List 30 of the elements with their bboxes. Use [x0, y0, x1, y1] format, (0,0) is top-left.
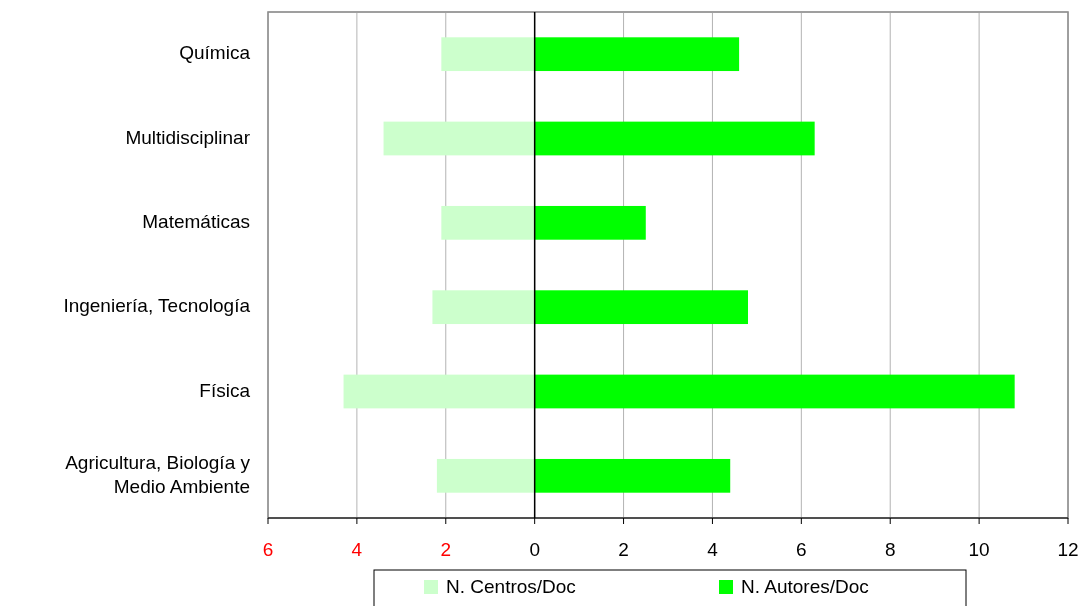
bar	[432, 290, 535, 325]
bar	[534, 374, 1015, 409]
legend-label: N. Autores/Doc	[741, 576, 869, 597]
y-tick-label: Ingeniería, Tecnología	[63, 295, 251, 317]
bar	[436, 458, 535, 493]
y-tick-label: Multidisciplinar	[125, 126, 251, 148]
x-tick-label: 10	[968, 539, 990, 560]
bar	[534, 205, 646, 240]
bar	[343, 374, 535, 409]
x-tick-label: 0	[529, 539, 540, 560]
y-tick-label: Física	[199, 379, 251, 401]
bar	[534, 121, 815, 156]
x-tick-label: 4	[707, 539, 719, 560]
x-tick-label: 2	[440, 539, 452, 560]
y-tick-label: Agricultura, Biología y Medio Ambiente	[65, 451, 251, 497]
bar	[383, 121, 535, 156]
y-tick-label: Química	[179, 42, 251, 64]
bar	[534, 458, 731, 493]
x-tick-label: 2	[618, 539, 629, 560]
bar	[441, 205, 535, 240]
bar	[441, 37, 535, 72]
bar	[534, 37, 740, 72]
x-tick-label: 6	[262, 539, 274, 560]
bar	[534, 290, 748, 325]
x-tick-label: 12	[1057, 539, 1079, 560]
x-tick-label: 6	[796, 539, 807, 560]
legend-label: N. Centros/Doc	[446, 576, 576, 597]
x-tick-label: 4	[351, 539, 363, 560]
y-tick-label: Matemáticas	[142, 210, 250, 232]
x-tick-label: 8	[884, 539, 896, 560]
